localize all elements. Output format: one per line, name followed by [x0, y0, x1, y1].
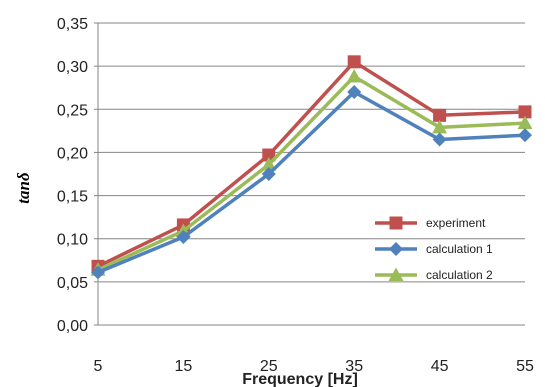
data-point-diamond: [261, 167, 276, 181]
data-point-square: [262, 148, 276, 162]
y-tick-label: 0,10: [57, 232, 88, 249]
data-point-square: [347, 55, 361, 69]
legend-item: calculation 2: [375, 267, 493, 282]
data-point-triangle: [346, 68, 362, 83]
legend-marker-diamond: [389, 242, 403, 256]
data-point-square: [518, 105, 532, 119]
data-point-triangle: [261, 157, 277, 171]
legend-label: experiment: [426, 216, 486, 230]
y-tick-label: 0,30: [57, 59, 88, 76]
legend: experiment calculation 1 calculation 2: [375, 216, 493, 282]
x-tick-label: 5: [94, 358, 103, 375]
data-point-diamond: [347, 85, 362, 100]
series-line: [97, 74, 526, 272]
y-tick-label: 0,00: [57, 318, 88, 335]
x-tick-label: 55: [516, 358, 534, 375]
x-axis-title: Frequency [Hz]: [242, 371, 358, 387]
legend-label: calculation 1: [426, 242, 493, 256]
data-point-triangle: [517, 115, 533, 130]
data-point-diamond: [91, 265, 105, 280]
data-point-square: [433, 108, 447, 122]
x-tick-labels: 5 15 25 35 45 55: [94, 358, 534, 375]
y-tick-label: 0,20: [57, 145, 88, 162]
data-point-diamond: [432, 132, 447, 147]
y-tick-labels: 0,00 0,05 0,10 0,15 0,20 0,25 0,30 0,35: [57, 16, 88, 335]
x-tick-label: 45: [431, 358, 449, 375]
data-point-diamond: [518, 128, 532, 143]
legend-label: calculation 2: [426, 268, 493, 282]
data-point-triangle: [432, 119, 448, 134]
y-axis-title: tanδ: [14, 172, 33, 204]
series-line: [97, 60, 526, 268]
series-layer: [90, 55, 533, 280]
legend-marker-triangle: [388, 267, 404, 281]
series-square: [91, 55, 532, 273]
series-diamond: [91, 85, 532, 280]
y-tick-label: 0,25: [57, 102, 88, 119]
y-tick-label: 0,35: [57, 16, 88, 33]
x-tick-label: 25: [260, 358, 278, 375]
x-tick-label: 15: [175, 358, 193, 375]
y-tick-label: 0,05: [57, 275, 88, 292]
x-tick-label: 35: [345, 358, 363, 375]
legend-marker-square: [389, 216, 403, 230]
legend-item: calculation 1: [375, 242, 493, 256]
data-point-diamond: [176, 229, 191, 244]
series-line: [97, 90, 526, 275]
y-tick-label: 0,15: [57, 189, 88, 206]
legend-item: experiment: [375, 216, 486, 230]
